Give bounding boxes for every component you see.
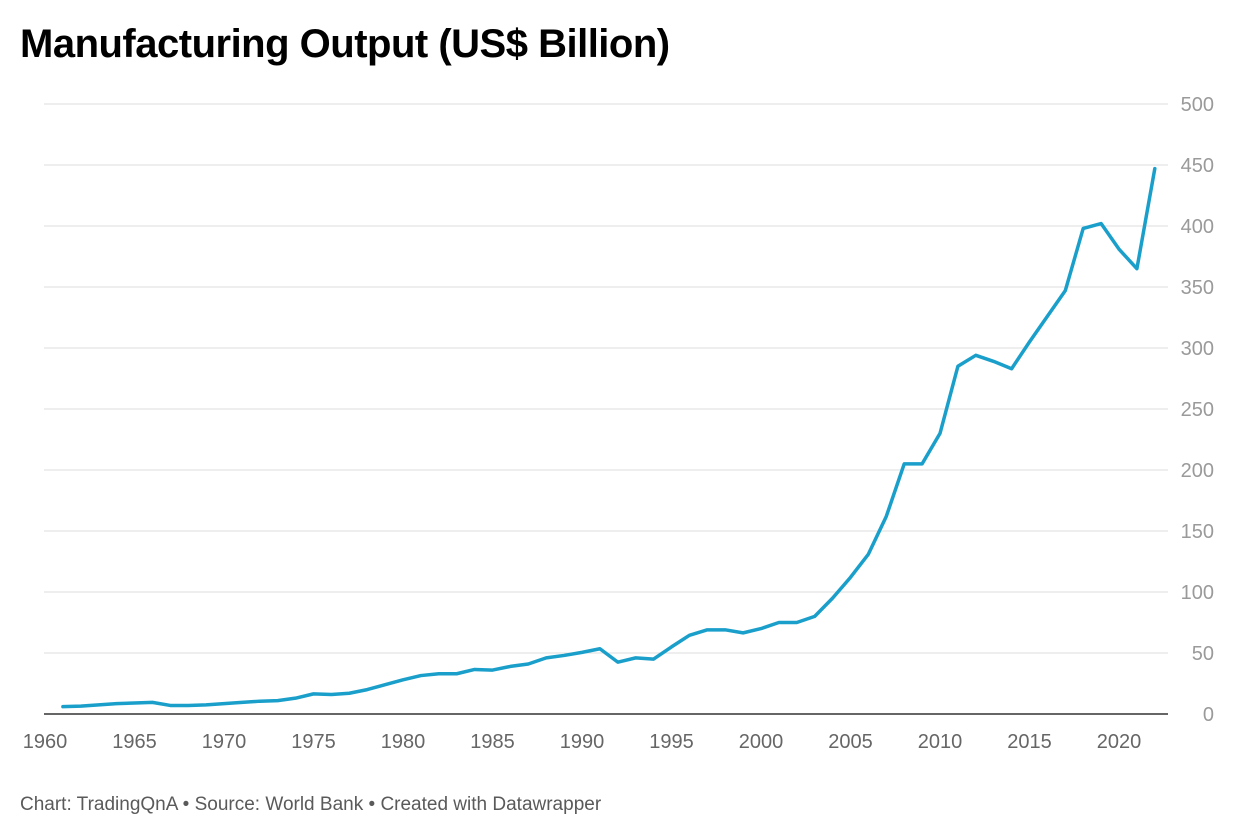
data-point-1970 [222,702,226,706]
x-tick-label-1995: 1995 [649,731,694,753]
footer-separator: • [363,794,381,815]
data-point-1999 [741,631,745,635]
data-point-1983 [455,672,459,676]
data-point-2010 [938,431,942,435]
data-point-1979 [383,683,387,687]
data-point-1971 [240,700,244,704]
data-point-2006 [866,552,870,556]
x-tick-label-1980: 1980 [381,731,426,753]
data-point-1972 [258,699,262,703]
data-point-1980 [401,678,405,682]
data-point-2009 [920,462,924,466]
grid-lines [44,103,1168,654]
data-point-2012 [974,353,978,357]
data-point-2013 [992,359,996,363]
data-point-1988 [544,656,548,660]
data-point-2008 [902,462,906,466]
data-point-2000 [759,627,763,631]
footer-created-with: Created with Datawrapper [380,794,602,815]
series-line-0 [61,166,1157,709]
data-point-1987 [526,662,530,666]
data-point-1976 [329,692,333,696]
y-tick-label-500: 500 [1181,94,1214,116]
data-point-1997 [705,628,709,632]
y-tick-label-400: 400 [1181,216,1214,238]
data-point-1989 [562,653,566,657]
data-point-2005 [849,575,853,579]
x-tick-label-1990: 1990 [560,731,605,753]
data-point-1981 [419,674,423,678]
data-point-1973 [276,699,280,703]
chart-footer: Chart: TradingQnA • Source: World Bank •… [20,794,601,816]
footer-chart-credit: Chart: TradingQnA [20,794,178,815]
data-point-2017 [1063,289,1067,293]
data-point-1995 [670,645,674,649]
y-axis-ticks: 0 50 100 150 200 250 300 350 400 450 500 [1181,94,1214,726]
x-tick-label-2000: 2000 [739,731,784,753]
data-point-2004 [831,596,835,600]
y-tick-label-250: 250 [1181,399,1214,421]
x-tick-label-1965: 1965 [112,731,157,753]
data-point-1965 [133,701,137,705]
y-tick-label-150: 150 [1181,521,1214,543]
data-point-1967 [168,703,172,707]
data-point-1978 [365,688,369,692]
data-point-1993 [634,656,638,660]
data-point-1963 [97,703,101,707]
data-point-1994 [652,657,656,661]
data-point-1977 [347,691,351,695]
data-point-1998 [723,628,727,632]
data-point-1964 [115,702,119,706]
data-point-1986 [508,664,512,668]
x-tick-label-1985: 1985 [470,731,515,753]
data-point-1962 [79,704,83,708]
x-tick-label-1960: 1960 [23,731,68,753]
data-point-2011 [956,364,960,368]
y-tick-label-300: 300 [1181,338,1214,360]
data-point-2007 [884,514,888,518]
x-tick-label-2015: 2015 [1007,731,1052,753]
data-point-1961 [61,705,65,709]
data-point-1984 [473,667,477,671]
data-point-2001 [777,621,781,625]
y-tick-label-0: 0 [1203,704,1214,726]
data-point-1996 [687,633,691,637]
data-point-1966 [150,700,154,704]
data-point-2014 [1010,367,1014,371]
x-axis-ticks: 1960 1965 1970 1975 1980 1985 1990 1995 2000 2005… [23,731,1142,753]
data-point-2022 [1153,167,1157,171]
x-tick-label-1970: 1970 [202,731,247,753]
data-point-1975 [312,692,316,696]
data-point-2021 [1135,267,1139,271]
series-layer [61,166,1157,709]
data-point-2019 [1099,222,1103,226]
data-point-2015 [1028,340,1032,344]
y-tick-label-350: 350 [1181,277,1214,299]
x-tick-label-2010: 2010 [918,731,963,753]
data-point-2020 [1117,247,1121,251]
footer-source: Source: World Bank [194,794,364,815]
data-point-1992 [616,660,620,664]
data-point-2003 [813,614,817,618]
y-tick-label-450: 450 [1181,155,1214,177]
data-point-1990 [580,650,584,654]
data-point-2018 [1081,226,1085,230]
x-tick-label-2005: 2005 [828,731,873,753]
x-tick-label-1975: 1975 [291,731,336,753]
data-point-1991 [598,647,602,651]
data-point-1968 [186,703,190,707]
y-tick-label-100: 100 [1181,582,1214,604]
data-point-2016 [1045,314,1049,318]
x-tick-label-2020: 2020 [1097,731,1142,753]
data-point-1985 [491,668,495,672]
data-point-1982 [437,672,441,676]
footer-separator: • [177,794,195,815]
chart-title: Manufacturing Output (US$ Billion) [20,22,670,66]
data-point-2002 [795,621,799,625]
y-tick-label-50: 50 [1192,643,1214,665]
data-point-1974 [294,696,298,700]
y-tick-label-200: 200 [1181,460,1214,482]
data-point-1969 [204,703,208,707]
